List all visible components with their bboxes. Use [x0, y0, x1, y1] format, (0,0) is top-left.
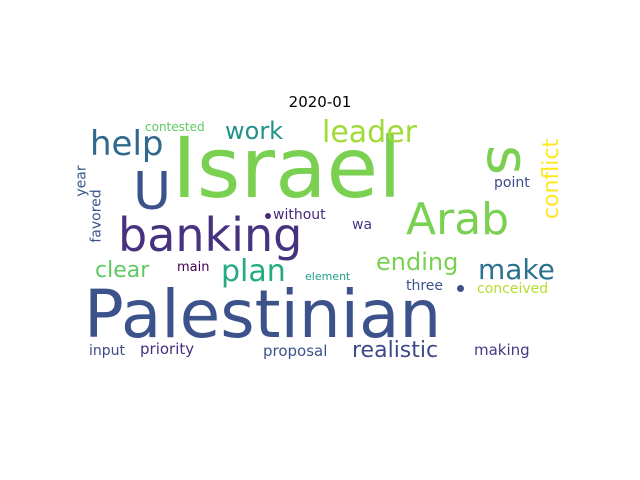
word-proposal: proposal	[263, 342, 328, 360]
dot-mark	[265, 213, 271, 219]
word-ending: ending	[376, 248, 459, 276]
word-work: work	[225, 117, 284, 145]
word-leader: leader	[322, 115, 418, 150]
word-point: point	[494, 175, 530, 191]
word-three: three	[406, 278, 444, 294]
word-main: main	[177, 260, 210, 275]
word-cloud	[80, 118, 575, 365]
word-palestinian: Palestinian	[84, 276, 442, 353]
chart-title: 2020-01	[288, 93, 352, 111]
word-plan: plan	[221, 254, 286, 289]
word-making: making	[474, 341, 530, 359]
word-element: element	[305, 270, 351, 283]
word-conceived: conceived	[477, 281, 549, 297]
word-input: input	[89, 343, 126, 359]
word-make: make	[478, 253, 555, 286]
word-contested: contested	[145, 120, 205, 134]
dot-mark	[457, 285, 464, 292]
word-s: s	[474, 144, 543, 176]
word-banking: banking	[118, 208, 303, 262]
word-favored: favored	[88, 189, 105, 243]
word-wa: wa	[352, 217, 373, 233]
word-help: help	[90, 124, 164, 164]
word-clear: clear	[95, 258, 150, 283]
word-realistic: realistic	[352, 338, 439, 363]
word-priority: priority	[140, 340, 195, 358]
word-conflict: conflict	[539, 138, 565, 220]
word-israel: Israel	[172, 119, 402, 217]
word-u: U	[133, 162, 172, 222]
word-arab: Arab	[406, 194, 510, 245]
word-year: year	[73, 165, 90, 197]
word-without: without	[273, 207, 326, 223]
